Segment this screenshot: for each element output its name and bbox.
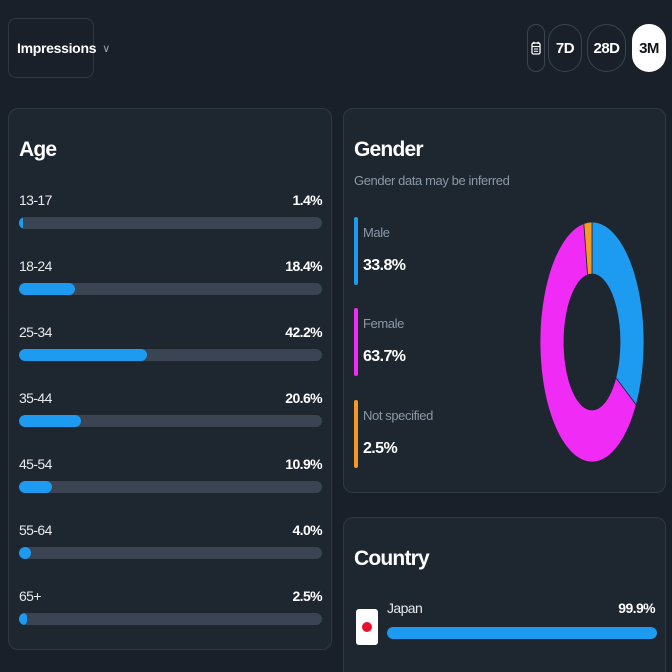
donut-slice-female [540,222,637,462]
country-bar-track [387,627,657,639]
age-title: Age [19,138,57,161]
gender-subtitle: Gender data may be inferred [354,173,510,188]
age-row-bar-track [19,415,322,427]
age-row-percent: 1.4% [292,192,322,208]
age-row-bar-fill [19,481,53,493]
country-label: Japan [387,600,423,616]
legend-value: 33.8% [363,257,406,274]
age-row-percent: 20.6% [285,390,322,406]
legend-marker [354,400,358,468]
age-row-bar-fill [19,415,82,427]
age-row-label: 13-17 [19,192,52,208]
country-percent: 99.9% [618,600,655,616]
age-row: 35-44 20.6% [19,390,323,430]
age-row-percent: 2.5% [292,588,322,604]
range-28d-button[interactable]: 28D [587,24,626,72]
age-row-bar-fill [19,217,24,229]
country-card: Country Japan 99.9% [343,517,666,672]
gender-title: Gender [354,138,424,161]
legend-value: 2.5% [363,440,398,457]
chevron-down-icon: ∨ [102,42,110,55]
age-row-bar-fill [19,613,27,625]
legend-label: Not specified [363,408,433,423]
age-row-percent: 10.9% [285,456,322,472]
age-row: 13-17 1.4% [19,192,323,232]
age-row: 18-24 18.4% [19,258,323,298]
age-row-bar-fill [19,547,32,559]
donut-slice-not-specified [583,222,593,276]
age-row: 55-64 4.0% [19,522,323,562]
legend-marker [354,308,358,376]
calendar-button[interactable] [527,24,545,72]
range-7d-button[interactable]: 7D [548,24,582,72]
gender-legend-female: Female 63.7% [354,308,504,376]
range-3m-button[interactable]: 3M [632,24,666,72]
age-row-percent: 18.4% [285,258,322,274]
age-row: 45-54 10.9% [19,456,323,496]
age-row-bar-track [19,283,322,295]
age-row-label: 18-24 [19,258,52,274]
age-row-bar-track [19,613,322,625]
age-row-percent: 4.0% [292,522,322,538]
metric-selector[interactable]: Impressions ∨ [8,18,110,78]
age-row-bar-track [19,481,322,493]
age-card: Age 13-17 1.4% 18-24 18.4% 25-34 42.2% 3… [8,108,332,650]
flag-disc [362,622,372,632]
donut-slice-male [591,222,644,406]
age-row-label: 65+ [19,588,42,604]
age-row-bar-track [19,217,322,229]
country-title: Country [354,547,430,570]
gender-legend-male: Male 33.8% [354,217,504,285]
age-row-bar-track [19,349,322,361]
gender-card: Gender Gender data may be inferred Male … [343,108,666,493]
country-bar-fill [387,627,657,639]
legend-label: Female [363,316,404,331]
age-row-bar-fill [19,349,147,361]
age-row-bar-track [19,547,322,559]
age-row-label: 25-34 [19,324,52,340]
age-row-label: 45-54 [19,456,52,472]
legend-marker [354,217,358,285]
metric-selector-label: Impressions [17,40,97,56]
calendar-icon [531,41,541,55]
japan-flag-icon [356,609,378,645]
legend-value: 63.7% [363,348,406,365]
age-row-label: 35-44 [19,390,52,406]
age-row-percent: 42.2% [285,324,322,340]
legend-label: Male [363,225,390,240]
gender-legend-not-specified: Not specified 2.5% [354,400,504,468]
age-row-label: 55-64 [19,522,52,538]
age-row-bar-fill [19,283,75,295]
age-row: 65+ 2.5% [19,588,323,628]
gender-donut-chart [540,222,644,462]
age-row: 25-34 42.2% [19,324,323,364]
